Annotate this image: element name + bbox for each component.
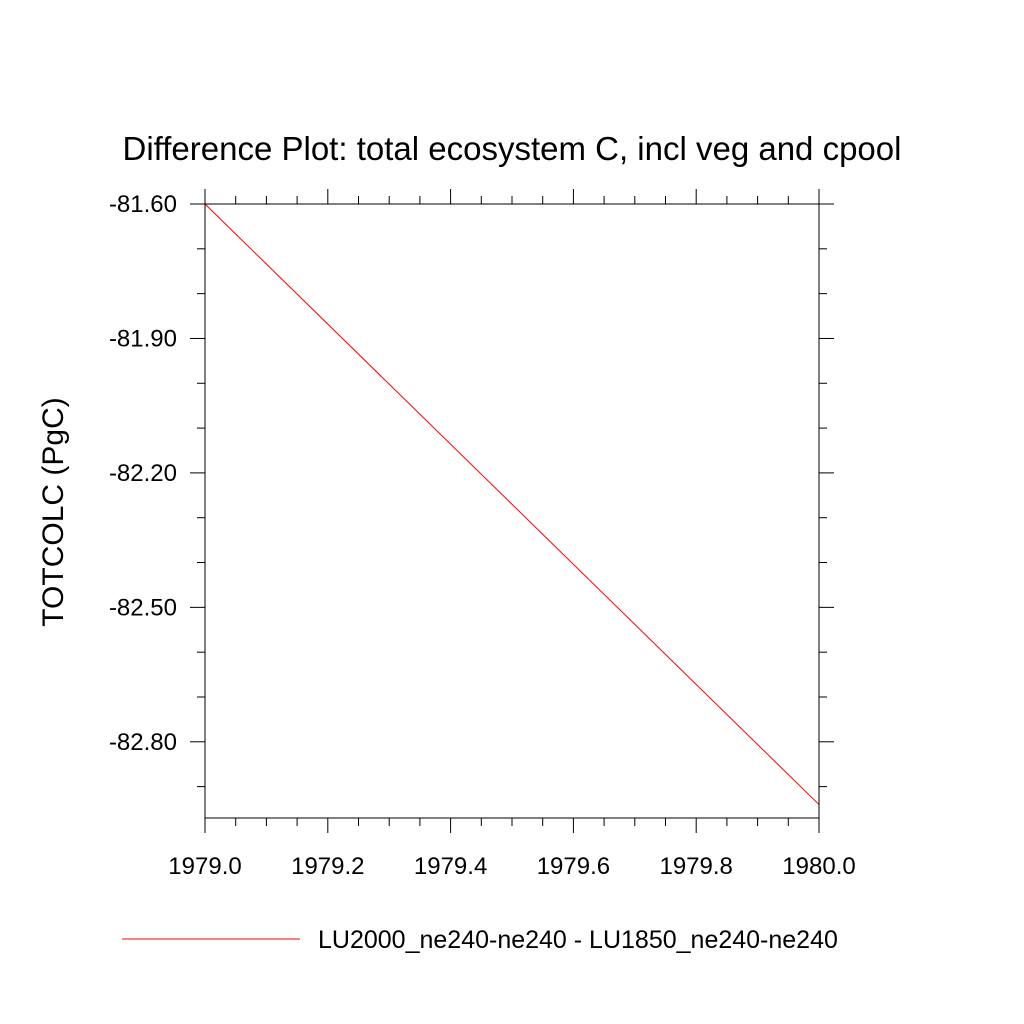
x-tick-label: 1979.6 bbox=[537, 853, 610, 880]
x-tick-label: 1980.0 bbox=[782, 853, 855, 880]
y-tick-label: -81.90 bbox=[109, 325, 177, 352]
x-tick-label: 1979.0 bbox=[168, 853, 241, 880]
y-axis-title-group: TOTCOLC (PgC) bbox=[37, 397, 70, 626]
y-tick-label: -82.20 bbox=[109, 460, 177, 487]
plot-frame bbox=[204, 203, 820, 819]
chart-title: Difference Plot: total ecosystem C, incl… bbox=[123, 130, 902, 167]
y-axis-label: TOTCOLC (PgC) bbox=[37, 397, 70, 626]
x-tick-label: 1979.4 bbox=[414, 853, 487, 880]
x-tick-label: 1979.8 bbox=[659, 853, 732, 880]
legend-label: LU2000_ne240-ne240 - LU1850_ne240-ne240 bbox=[318, 926, 838, 954]
axis-tick-labels: 1979.0 1979.2 1979.4 1979.6 1979.8 1980.0 -81.… bbox=[109, 191, 856, 880]
legend: LU2000_ne240-ne240 - LU1850_ne240-ne240 bbox=[122, 926, 838, 954]
axis-ticks bbox=[190, 189, 834, 833]
x-tick-label: 1979.2 bbox=[291, 853, 364, 880]
series-lines bbox=[204, 203, 820, 805]
series-line-0 bbox=[204, 203, 820, 805]
y-tick-label: -82.80 bbox=[109, 729, 177, 756]
y-tick-label: -82.50 bbox=[109, 594, 177, 621]
y-tick-label: -81.60 bbox=[109, 191, 177, 218]
